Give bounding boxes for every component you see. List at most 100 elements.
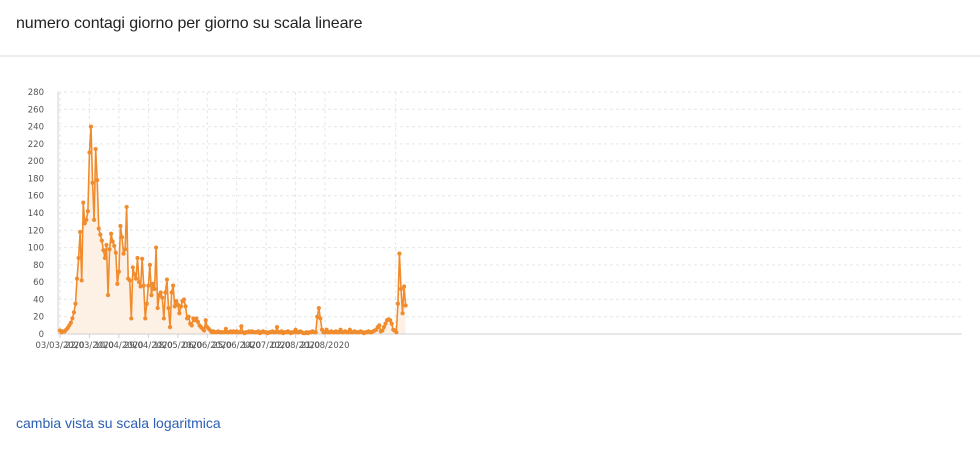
data-point[interactable]: [172, 304, 177, 309]
data-point[interactable]: [163, 290, 168, 295]
data-point[interactable]: [195, 319, 201, 324]
data-point[interactable]: [87, 150, 92, 155]
data-point[interactable]: [119, 235, 125, 240]
data-point[interactable]: [150, 281, 156, 286]
data-point[interactable]: [202, 328, 207, 333]
data-point[interactable]: [129, 316, 134, 321]
data-point[interactable]: [388, 318, 393, 323]
data-point[interactable]: [164, 277, 170, 282]
data-point[interactable]: [71, 310, 77, 315]
data-point[interactable]: [403, 303, 408, 308]
data-point[interactable]: [400, 311, 405, 316]
data-point[interactable]: [389, 321, 394, 326]
data-point[interactable]: [107, 247, 112, 252]
data-point[interactable]: [149, 293, 154, 298]
data-point[interactable]: [169, 290, 174, 295]
data-point[interactable]: [394, 330, 399, 335]
data-point[interactable]: [194, 316, 199, 321]
data-point[interactable]: [222, 330, 227, 335]
data-point[interactable]: [101, 248, 106, 253]
data-point[interactable]: [112, 243, 117, 248]
data-point[interactable]: [402, 284, 407, 289]
data-point[interactable]: [95, 178, 100, 183]
data-point[interactable]: [397, 251, 402, 256]
data-point[interactable]: [160, 295, 165, 300]
data-point[interactable]: [127, 278, 132, 283]
data-point[interactable]: [144, 301, 149, 306]
data-point[interactable]: [174, 299, 179, 304]
data-point[interactable]: [315, 314, 320, 319]
data-point[interactable]: [105, 293, 111, 298]
data-point[interactable]: [99, 238, 104, 243]
data-point[interactable]: [155, 305, 160, 311]
data-point[interactable]: [68, 320, 73, 325]
data-point[interactable]: [118, 223, 123, 229]
data-point[interactable]: [239, 324, 244, 329]
data-point[interactable]: [181, 297, 187, 302]
data-point[interactable]: [88, 124, 94, 129]
data-point[interactable]: [132, 272, 137, 277]
data-point[interactable]: [203, 318, 208, 323]
data-point[interactable]: [158, 290, 163, 295]
data-point[interactable]: [70, 316, 75, 321]
data-point[interactable]: [136, 280, 142, 285]
data-point[interactable]: [398, 286, 404, 292]
data-point[interactable]: [313, 330, 318, 335]
data-point[interactable]: [102, 255, 108, 261]
data-point[interactable]: [98, 232, 103, 237]
data-point[interactable]: [81, 200, 86, 205]
data-point[interactable]: [85, 209, 90, 214]
data-point[interactable]: [146, 283, 151, 288]
log-scale-toggle-link[interactable]: cambia vista su scala logaritmica: [16, 415, 221, 431]
data-point[interactable]: [76, 255, 81, 261]
data-point[interactable]: [273, 330, 278, 335]
data-point[interactable]: [381, 324, 387, 330]
data-point[interactable]: [167, 324, 173, 330]
data-point[interactable]: [175, 302, 180, 307]
data-point[interactable]: [318, 316, 323, 321]
data-point[interactable]: [121, 251, 126, 256]
data-point[interactable]: [79, 278, 84, 283]
data-point[interactable]: [166, 305, 171, 311]
data-point[interactable]: [116, 269, 121, 274]
data-point[interactable]: [274, 324, 280, 330]
data-point[interactable]: [189, 323, 194, 328]
data-point[interactable]: [96, 226, 101, 231]
data-point[interactable]: [223, 326, 228, 331]
data-point[interactable]: [78, 229, 83, 235]
data-point[interactable]: [161, 316, 166, 321]
data-point[interactable]: [141, 283, 146, 288]
data-point[interactable]: [178, 304, 183, 309]
data-point[interactable]: [84, 217, 89, 223]
data-point[interactable]: [133, 276, 139, 281]
data-point[interactable]: [109, 231, 114, 236]
data-point[interactable]: [380, 328, 385, 333]
data-point[interactable]: [395, 301, 400, 306]
data-point[interactable]: [383, 321, 388, 326]
data-point[interactable]: [377, 323, 382, 328]
data-point[interactable]: [171, 283, 176, 288]
data-point[interactable]: [147, 262, 152, 267]
data-point[interactable]: [115, 281, 120, 286]
data-point[interactable]: [316, 305, 321, 311]
data-point[interactable]: [183, 304, 188, 309]
data-point[interactable]: [113, 250, 118, 255]
data-point[interactable]: [90, 180, 95, 185]
data-point[interactable]: [237, 330, 242, 335]
data-point[interactable]: [140, 256, 145, 261]
data-point[interactable]: [74, 276, 80, 281]
data-point[interactable]: [92, 217, 97, 223]
data-point[interactable]: [73, 301, 78, 306]
data-point[interactable]: [186, 314, 191, 319]
data-point[interactable]: [152, 286, 157, 292]
data-point[interactable]: [143, 316, 148, 321]
data-point[interactable]: [177, 311, 182, 316]
data-point[interactable]: [154, 245, 159, 250]
data-point[interactable]: [135, 255, 140, 261]
data-point[interactable]: [104, 242, 109, 248]
data-point[interactable]: [110, 239, 115, 244]
data-point[interactable]: [123, 247, 128, 252]
data-point[interactable]: [130, 265, 135, 270]
data-point[interactable]: [82, 221, 87, 226]
data-point[interactable]: [93, 146, 98, 152]
